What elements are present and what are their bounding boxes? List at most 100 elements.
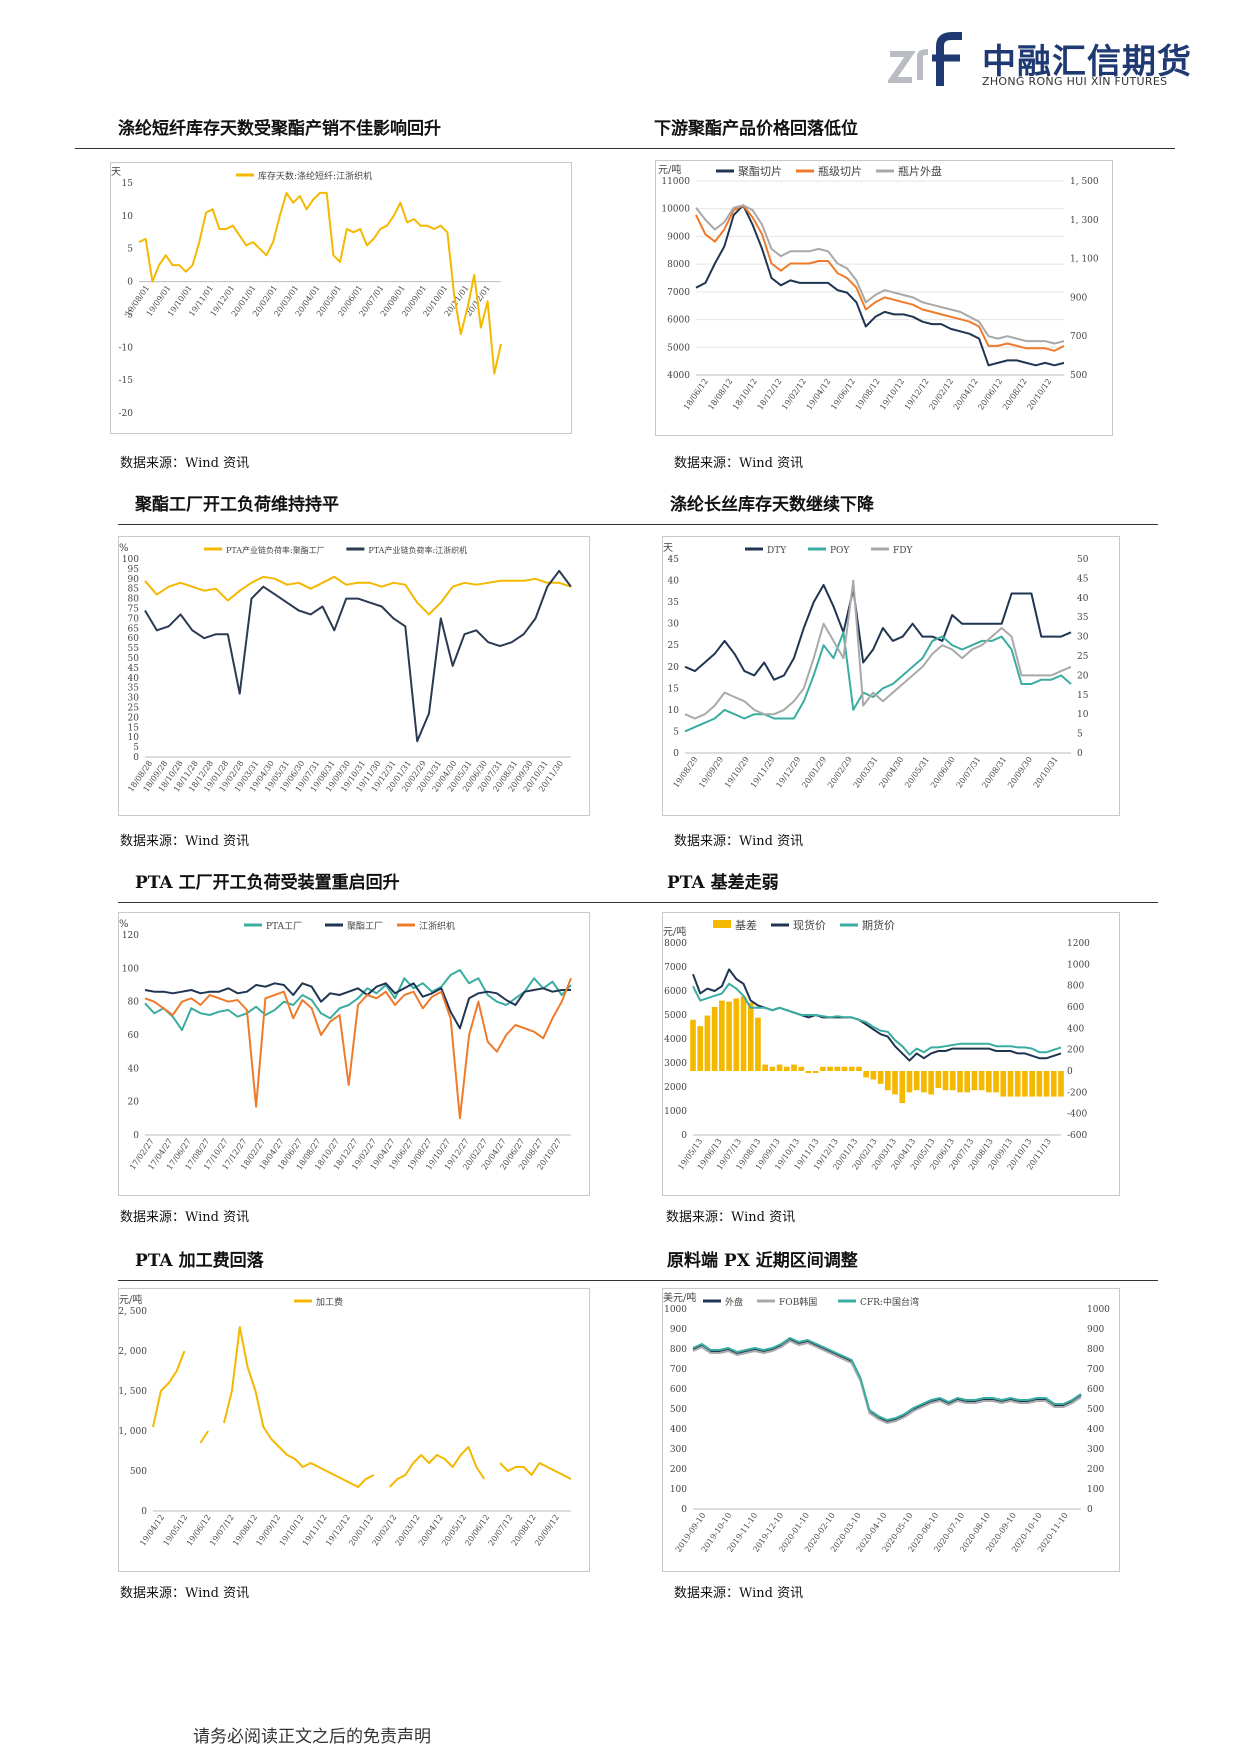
chart-pta-basis: 基差 现货价 期货价 元/吨 8000 7000 6000 5000 4000 3000 2000 1… xyxy=(662,912,1120,1196)
legend-label: PTA产业链负荷率:聚酯工厂 xyxy=(226,545,325,555)
basis-bar xyxy=(1014,1071,1021,1097)
basis-bar xyxy=(921,1071,927,1093)
x-tick-label: 20/01/29 xyxy=(800,755,828,790)
basis-bar xyxy=(820,1066,826,1071)
chart-short-fiber-inventory: 库存天数:涤纶短纤:江浙织机天 15 10 5 0 -5 -10 -15 -20 19/08/01… xyxy=(110,162,572,434)
y-tick-label: 2, 500 xyxy=(119,1307,147,1317)
y2-tick-label: 700 xyxy=(1087,1365,1104,1375)
legend-label: FOB韩国 xyxy=(779,1296,817,1308)
y2-tick-label: 700 xyxy=(1070,332,1087,342)
y2-tick-label: 5 xyxy=(1077,730,1083,740)
legend-label: 基差 xyxy=(735,918,757,932)
disclaimer-footer: 请务必阅读正文之后的免责声明 xyxy=(193,1727,431,1747)
y-tick-label: 500 xyxy=(670,1405,687,1415)
axis-unit-label: % xyxy=(119,543,129,554)
chart-pta-plant-load: PTA工厂 聚酯工厂 江浙织机% 120 100 80 60 40 20 0 17/02/27 17/… xyxy=(118,912,590,1196)
basis-bar xyxy=(769,1066,776,1071)
y-tick-label: 7000 xyxy=(667,288,690,298)
basis-bar xyxy=(928,1071,934,1095)
y-tick-label: 100 xyxy=(122,964,139,974)
legend-label: 瓶片外盘 xyxy=(898,164,942,178)
chart-legend: PTA工厂 聚酯工厂 江浙织机 xyxy=(244,920,455,932)
y-tick-label: 200 xyxy=(670,1465,687,1475)
basis-bar xyxy=(1000,1071,1007,1097)
legend-label: CFR:中国台湾 xyxy=(860,1296,919,1308)
basis-bar xyxy=(1022,1071,1028,1097)
y-tick-label: 20 xyxy=(128,713,140,723)
section-title-pta-basis: PTA 基差走弱 xyxy=(667,873,779,893)
basis-bar xyxy=(913,1071,920,1091)
basis-bar xyxy=(755,1017,761,1071)
series-line xyxy=(144,969,572,1031)
x-tick-label: 19/12/29 xyxy=(774,755,802,790)
y-tick-label: 5000 xyxy=(667,343,690,353)
basis-bar xyxy=(747,1002,754,1071)
data-source-note: 数据来源：Wind 资讯 xyxy=(120,834,250,849)
basis-bar xyxy=(812,1071,819,1074)
y-tick-label: 0 xyxy=(141,1507,147,1517)
y-tick-label: -20 xyxy=(119,409,134,419)
y2-tick-label: -200 xyxy=(1067,1088,1087,1098)
y2-tick-label: 300 xyxy=(1087,1445,1104,1455)
y2-tick-label: 600 xyxy=(1087,1385,1104,1395)
section-title-filament-inventory: 涤纶长丝库存天数继续下降 xyxy=(670,495,874,515)
chart-svg: 基差 现货价 期货价元/吨80007000600050004000300020001… xyxy=(663,918,1090,1172)
legend-label: FDY xyxy=(893,546,913,556)
chart-legend: PTA产业链负荷率:聚酯工厂 PTA产业链负荷率:江浙织机 xyxy=(204,545,467,555)
section-title-polyester-price: 下游聚酯产品价格回落低位 xyxy=(654,119,858,139)
y-tick-label: 35 xyxy=(128,684,140,694)
axis-unit-label: 天 xyxy=(111,167,121,178)
chart-polyester-prices: 聚酯切片 瓶级切片 瓶片外盘 元/吨 11000 10000 9000 8000 7000 600… xyxy=(655,160,1113,436)
chart-legend: DTY POY FDY xyxy=(745,546,913,556)
basis-bar xyxy=(935,1071,942,1089)
basis-bar xyxy=(776,1064,783,1071)
y-tick-label: 60 xyxy=(128,1031,140,1041)
basis-bar xyxy=(783,1066,790,1071)
y-tick-label: 6000 xyxy=(664,987,687,997)
y2-tick-label: 800 xyxy=(1067,982,1084,992)
logo-english-name: ZHONG RONG HUI XIN FUTURES xyxy=(982,75,1168,88)
y-tick-label: 5000 xyxy=(664,1011,687,1021)
basis-bar xyxy=(1007,1071,1014,1097)
y-tick-label: 10 xyxy=(122,212,134,222)
y2-tick-label: 900 xyxy=(1070,293,1087,303)
basis-bar xyxy=(740,996,747,1071)
y2-tick-label: 500 xyxy=(1070,371,1087,381)
basis-bar xyxy=(733,998,740,1071)
y2-tick-label: 1000 xyxy=(1087,1305,1110,1315)
legend-label: 江浙织机 xyxy=(419,920,455,932)
y-tick-label: 0 xyxy=(127,278,133,288)
chart-filament-inventory-days: DTY POY FDY 天 45 40 35 30 25 20 15 10 5 0 50 45 40 35 30 25… xyxy=(662,536,1120,816)
chart-legend: 外盘 FOB韩国 CFR:中国台湾 xyxy=(703,1296,919,1308)
y2-tick-label: 45 xyxy=(1077,574,1089,584)
y-tick-label: 70 xyxy=(128,614,140,624)
basis-bar xyxy=(841,1066,848,1071)
y-tick-label: 15 xyxy=(668,684,680,694)
y-tick-label: 95 xyxy=(128,565,140,575)
x-tick-label: 19/11/29 xyxy=(749,755,777,790)
chart-svg: PTA产业链负荷率:聚酯工厂 PTA产业链负荷率:江浙织机%10095908580… xyxy=(119,543,572,794)
legend-label: 库存天数:涤纶短纤:江浙织机 xyxy=(258,170,372,182)
y-tick-label: 10 xyxy=(128,733,140,743)
chart-svg: 外盘 FOB韩国 CFR:中国台湾美元/吨100090080070060050040… xyxy=(663,1291,1110,1554)
chart-px-price: 外盘 FOB韩国 CFR:中国台湾 美元/吨 1000 900 800 700 600 500 40… xyxy=(662,1288,1120,1572)
basis-bar xyxy=(899,1071,906,1103)
y-tick-label: 60 xyxy=(128,634,140,644)
series-line xyxy=(692,968,1062,1062)
series-line xyxy=(684,583,1072,681)
data-source-note: 数据来源：Wind 资讯 xyxy=(120,1210,250,1225)
y2-tick-label: 15 xyxy=(1077,691,1089,701)
zrf-logo-icon xyxy=(888,32,962,86)
y-tick-label: 300 xyxy=(670,1445,687,1455)
y-tick-label: 80 xyxy=(128,998,140,1008)
y2-tick-label: 30 xyxy=(1077,633,1089,643)
y-tick-label: -5 xyxy=(124,310,133,320)
basis-bar xyxy=(1036,1071,1043,1097)
legend-label: 瓶级切片 xyxy=(818,164,862,178)
basis-bar xyxy=(863,1071,870,1078)
chart-svg: PTA工厂 聚酯工厂 江浙织机%12010080604020017/02/2717/… xyxy=(119,919,572,1172)
y-tick-label: 85 xyxy=(128,585,140,595)
y-tick-label: 6000 xyxy=(667,316,690,326)
data-source-note: 数据来源：Wind 资讯 xyxy=(120,1586,250,1601)
y2-tick-label: 400 xyxy=(1067,1024,1084,1034)
